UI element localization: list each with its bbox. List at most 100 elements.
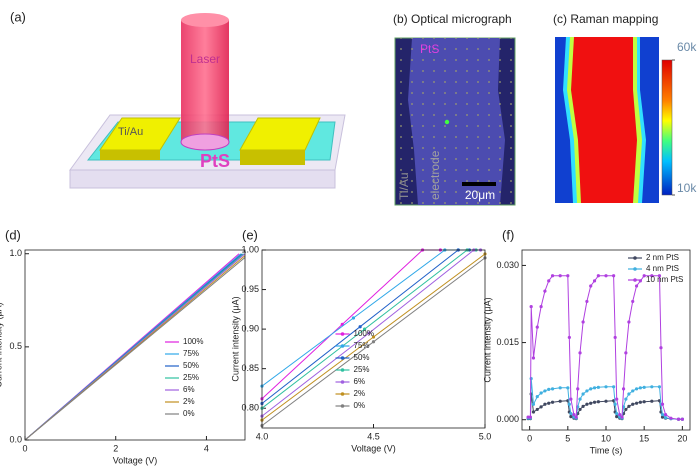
data-point <box>535 325 539 329</box>
x-tick-label: 2 <box>113 443 118 453</box>
data-point <box>535 394 539 399</box>
data-point <box>528 415 533 419</box>
data-point <box>572 412 576 417</box>
data-point <box>547 401 551 405</box>
data-point <box>585 389 589 393</box>
data-point <box>566 274 570 278</box>
x-tick-label: 20 <box>677 433 687 443</box>
x-tick-label: 0 <box>527 433 532 443</box>
data-point <box>550 387 555 391</box>
data-point <box>663 416 668 420</box>
material-label: PtS <box>420 42 439 56</box>
legend-label: 0% <box>354 401 366 410</box>
data-point <box>657 385 662 389</box>
legend-marker <box>633 278 637 282</box>
data-point <box>620 415 624 419</box>
data-point <box>558 274 562 278</box>
series-line <box>24 257 246 441</box>
data-point <box>585 299 589 304</box>
legend-marker <box>633 256 637 260</box>
legend-label: 25% <box>183 373 199 382</box>
plot-frame <box>24 249 246 441</box>
data-point <box>547 279 551 283</box>
data-point <box>663 412 668 417</box>
data-point <box>592 279 597 283</box>
x-tick-label: 15 <box>639 433 649 443</box>
data-point <box>535 407 539 412</box>
electrode-word: electrode <box>428 150 442 200</box>
y-tick-label: 0.0 <box>9 434 22 444</box>
data-point <box>604 385 608 389</box>
colorbar-tick-label: 10k <box>677 181 697 195</box>
data-point <box>660 412 665 417</box>
data-point <box>558 399 562 403</box>
series-line <box>528 378 683 420</box>
series-line <box>528 275 683 420</box>
data-point <box>358 325 362 329</box>
data-point <box>371 335 376 339</box>
optical-micrograph: (b) Optical micrograph PtS Ti/Au electro… <box>393 12 516 206</box>
data-point <box>539 391 543 395</box>
y-tick-label: 0.80 <box>241 403 259 413</box>
data-point <box>526 415 530 419</box>
data-point <box>589 284 593 288</box>
data-point <box>569 415 573 419</box>
y-axis-label: Current intensity (μA) <box>482 297 492 382</box>
scale-bar-label: 20μm <box>465 188 495 202</box>
x-tick-label: 5 <box>565 433 570 443</box>
legend-label: 0% <box>183 409 195 418</box>
legend-marker <box>633 267 637 271</box>
data-point <box>367 331 371 335</box>
y-tick-label: 0.90 <box>241 323 259 333</box>
plot-frame <box>521 249 691 431</box>
legend-marker <box>340 392 345 396</box>
panel-label: (a) <box>10 9 26 24</box>
series-line <box>528 393 683 420</box>
data-point <box>569 411 573 416</box>
data-point <box>592 386 597 390</box>
data-point <box>615 415 619 419</box>
data-point <box>581 404 585 408</box>
y-tick-label: 0.015 <box>496 337 519 347</box>
legend-label: 50% <box>354 353 370 362</box>
data-point <box>531 356 536 360</box>
legend-label: 75% <box>183 349 199 358</box>
data-point <box>550 274 555 278</box>
data-point <box>634 387 639 391</box>
panel-title: (c) Raman mapping <box>553 12 658 26</box>
data-point <box>659 346 663 350</box>
data-point <box>589 387 593 391</box>
y-tick-label: 0.5 <box>9 341 22 351</box>
x-axis-label: Time (s) <box>590 445 623 455</box>
data-point <box>531 402 536 406</box>
data-point <box>569 397 573 401</box>
data-point <box>642 400 646 404</box>
data-point <box>596 274 600 278</box>
raman-map: (c) Raman mapping <box>553 12 673 203</box>
y-tick-label: 0.030 <box>496 260 519 270</box>
data-point <box>627 392 631 396</box>
y-tick-label: 0.85 <box>241 363 259 373</box>
x-tick-label: 4.0 <box>256 431 269 441</box>
legend-label: 4 nm PtS <box>646 264 679 273</box>
series-line <box>261 249 441 400</box>
data-point <box>596 400 600 404</box>
y-tick-label: 0.95 <box>241 284 259 294</box>
electrode-label: Ti/Au <box>118 126 143 138</box>
data-point <box>585 402 589 406</box>
data-point <box>529 304 533 309</box>
data-point <box>624 397 628 401</box>
legend-marker <box>340 368 345 372</box>
data-point <box>543 289 547 293</box>
data-point <box>531 410 536 414</box>
data-point <box>638 400 642 404</box>
legend-label: 75% <box>354 341 370 350</box>
data-point <box>566 386 570 390</box>
x-tick-label: 5.0 <box>479 431 492 441</box>
legend-label: 100% <box>354 329 374 338</box>
data-point <box>578 351 582 355</box>
data-point <box>621 387 626 391</box>
y-tick-label: 1.00 <box>241 244 259 254</box>
data-point <box>613 402 617 406</box>
